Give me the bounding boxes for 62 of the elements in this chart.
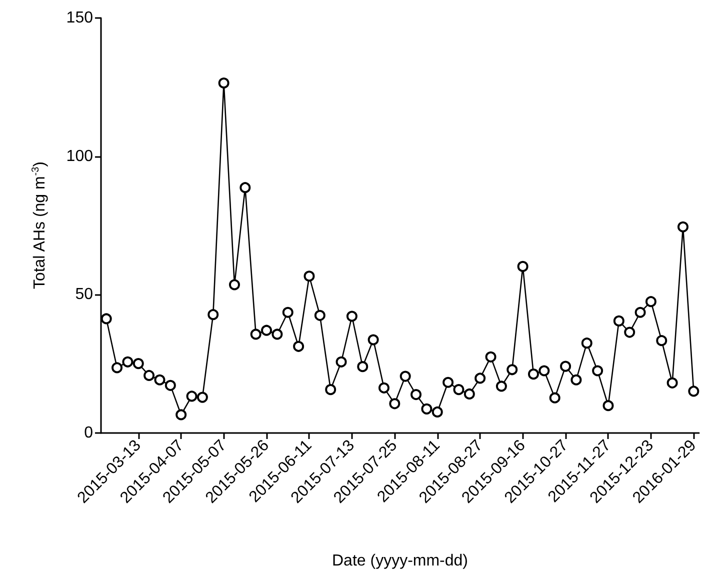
point xyxy=(336,356,347,368)
point xyxy=(218,78,230,89)
point xyxy=(282,306,294,318)
point xyxy=(389,398,400,410)
point xyxy=(357,361,368,372)
point xyxy=(250,328,262,340)
x-axis-title: Date (yyyy-mm-dd) xyxy=(332,552,468,570)
point xyxy=(688,386,700,397)
point xyxy=(378,382,390,394)
point xyxy=(112,362,123,374)
point xyxy=(240,182,251,194)
point xyxy=(400,370,411,382)
point xyxy=(624,326,636,338)
point xyxy=(196,392,208,403)
point xyxy=(421,403,432,414)
point xyxy=(581,338,592,349)
point xyxy=(164,380,176,391)
point xyxy=(613,315,624,326)
point xyxy=(261,324,272,336)
point xyxy=(453,384,464,396)
point xyxy=(442,376,454,388)
point xyxy=(474,372,486,384)
point xyxy=(346,310,358,322)
point xyxy=(100,313,112,324)
point xyxy=(228,279,240,290)
point xyxy=(496,380,507,392)
point xyxy=(538,365,550,376)
point xyxy=(602,400,614,412)
point xyxy=(549,392,560,404)
point xyxy=(485,351,496,362)
point xyxy=(666,377,678,388)
point xyxy=(432,406,443,418)
point xyxy=(506,364,518,376)
point xyxy=(186,390,198,402)
point xyxy=(570,374,582,386)
point xyxy=(592,365,604,376)
point xyxy=(410,389,422,400)
y-tick-label: 100 xyxy=(66,148,94,165)
y-tick-label: 150 xyxy=(66,10,94,26)
point xyxy=(314,310,326,321)
y-tick-label: 50 xyxy=(75,286,94,304)
point xyxy=(154,374,166,386)
point xyxy=(144,370,155,381)
point xyxy=(132,358,144,370)
point xyxy=(208,309,219,320)
point xyxy=(656,335,668,346)
point xyxy=(272,328,283,340)
point xyxy=(325,384,336,396)
y-tick-label: 0 xyxy=(84,424,94,442)
point xyxy=(528,368,539,380)
y-axis-title: Total AHs (ng m-3) xyxy=(30,161,48,290)
point xyxy=(677,221,688,232)
point xyxy=(293,340,304,352)
point xyxy=(645,296,656,308)
point xyxy=(368,334,379,346)
point xyxy=(560,360,572,372)
point xyxy=(122,356,134,368)
point xyxy=(304,270,315,282)
point xyxy=(634,306,646,318)
point xyxy=(464,388,475,400)
point xyxy=(517,260,528,272)
point xyxy=(176,409,187,420)
